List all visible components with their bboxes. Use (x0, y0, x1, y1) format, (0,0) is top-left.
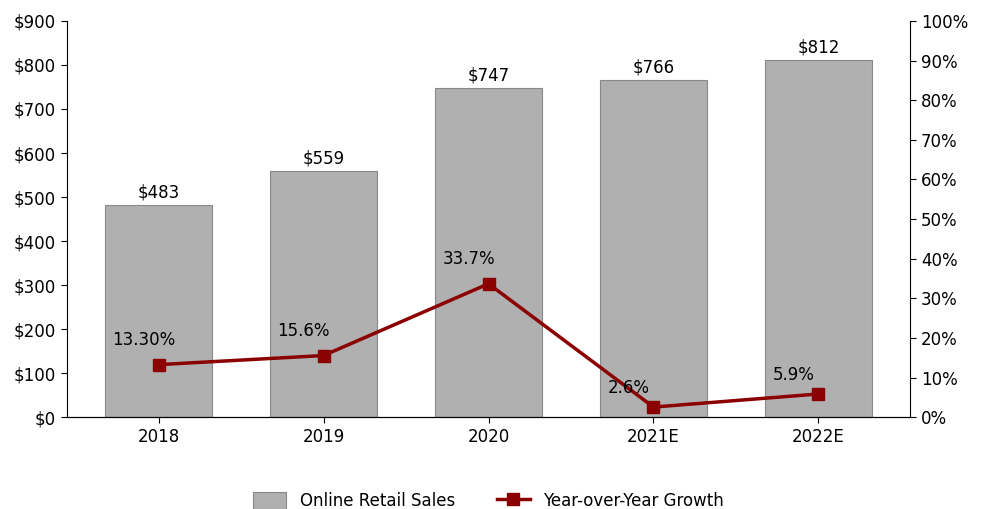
Text: $483: $483 (137, 183, 180, 201)
Text: $747: $747 (467, 67, 510, 85)
Year-over-Year Growth (317, 352, 329, 358)
Text: $812: $812 (797, 38, 840, 56)
Year-over-Year Growth (152, 361, 164, 367)
Bar (435, 88, 542, 417)
Legend: Online Retail Sales, Year-over-Year Growth: Online Retail Sales, Year-over-Year Grow… (246, 485, 731, 509)
Text: 5.9%: 5.9% (772, 366, 814, 384)
Text: 2.6%: 2.6% (607, 379, 649, 397)
Year-over-Year Growth (482, 280, 494, 287)
Bar (765, 60, 872, 417)
Text: 33.7%: 33.7% (442, 250, 495, 268)
Text: $766: $766 (632, 59, 675, 76)
Text: 13.30%: 13.30% (112, 331, 176, 349)
Text: 15.6%: 15.6% (277, 322, 330, 340)
Text: $559: $559 (302, 150, 345, 167)
Bar (270, 171, 377, 417)
Year-over-Year Growth (647, 404, 659, 410)
Line: Year-over-Year Growth: Year-over-Year Growth (153, 278, 824, 413)
Bar (600, 80, 707, 417)
Bar (105, 205, 212, 417)
Year-over-Year Growth (812, 391, 824, 397)
